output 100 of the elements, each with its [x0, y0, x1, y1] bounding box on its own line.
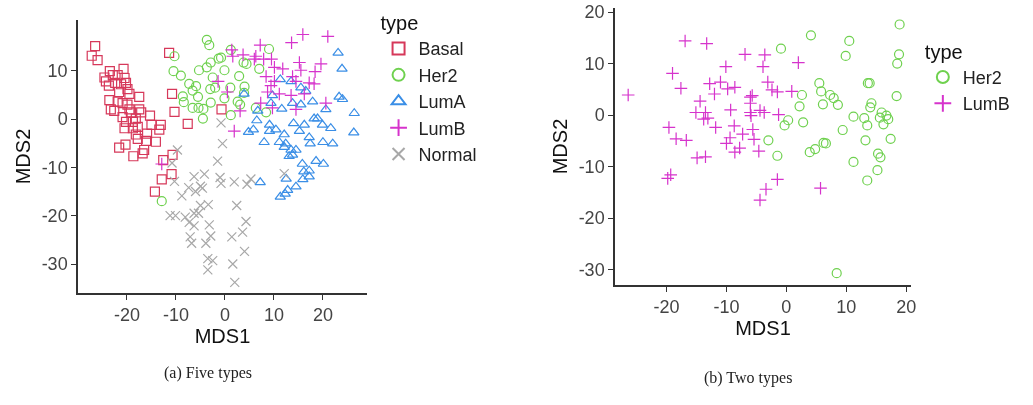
- point: [872, 165, 883, 176]
- point: [303, 132, 315, 141]
- point: [207, 255, 218, 266]
- y-tick-label: 10: [47, 61, 68, 82]
- point: [212, 155, 223, 167]
- point: [240, 216, 252, 227]
- point: [894, 19, 905, 30]
- point: [298, 166, 310, 175]
- point: [229, 277, 240, 288]
- point: [817, 99, 829, 110]
- point: [219, 65, 230, 76]
- point: [763, 135, 774, 146]
- point: [883, 114, 894, 125]
- y-tick-label: 20: [584, 2, 605, 23]
- point: [104, 66, 115, 77]
- point: [738, 47, 752, 62]
- point: [234, 70, 245, 82]
- x-tick-label: -10: [713, 297, 740, 318]
- point: [297, 174, 309, 183]
- point: [154, 157, 169, 171]
- point: [813, 181, 828, 196]
- point: [307, 76, 321, 91]
- point: [86, 50, 97, 61]
- point: [192, 91, 204, 102]
- point: [844, 35, 855, 47]
- legend-label: Basal: [418, 39, 464, 60]
- point: [211, 74, 225, 89]
- legend-label: LumA: [418, 92, 466, 113]
- point: [186, 238, 197, 249]
- point: [202, 264, 213, 275]
- point: [205, 97, 216, 108]
- x-tick-label: 20: [896, 297, 917, 318]
- point: [120, 77, 132, 88]
- point: [892, 58, 903, 69]
- point: [302, 75, 317, 90]
- point: [210, 82, 221, 93]
- point: [804, 147, 815, 158]
- point: [254, 63, 265, 74]
- point: [862, 120, 873, 131]
- point: [225, 49, 240, 64]
- point: [100, 76, 112, 87]
- point: [202, 253, 213, 264]
- point: [285, 69, 300, 84]
- x-tick-label: 0: [219, 305, 230, 326]
- point: [621, 88, 636, 102]
- point: [665, 66, 680, 81]
- point: [289, 74, 303, 89]
- point: [130, 129, 141, 140]
- point: [198, 103, 209, 115]
- point: [308, 64, 322, 79]
- point: [805, 30, 817, 41]
- point: [690, 150, 704, 165]
- point: [236, 47, 250, 62]
- y-tick-label: 10: [584, 53, 605, 74]
- point: [116, 79, 127, 90]
- point: [770, 85, 785, 99]
- y-tick-label: 0: [57, 109, 68, 130]
- point: [239, 246, 250, 257]
- point: [182, 118, 193, 129]
- point: [260, 107, 272, 118]
- point: [169, 106, 180, 117]
- y-tick-label: -20: [41, 205, 68, 226]
- point: [723, 130, 737, 145]
- point: [320, 29, 335, 44]
- point: [772, 150, 783, 161]
- point: [753, 103, 767, 118]
- point: [279, 188, 291, 197]
- point: [119, 123, 130, 134]
- point: [207, 72, 218, 83]
- x-tick-label: -20: [113, 305, 140, 326]
- point: [110, 77, 121, 88]
- point: [225, 82, 236, 93]
- point: [798, 117, 809, 128]
- point: [317, 137, 329, 146]
- point: [831, 268, 842, 279]
- point: [155, 119, 166, 130]
- point: [816, 86, 827, 97]
- point: [875, 152, 886, 163]
- point: [775, 43, 787, 54]
- point: [237, 227, 248, 238]
- point: [156, 174, 167, 185]
- point: [679, 133, 694, 148]
- y-tick-label: -30: [578, 259, 605, 280]
- point: [225, 110, 236, 121]
- point: [253, 96, 268, 111]
- point: [332, 47, 344, 56]
- y-tick-label: -20: [578, 208, 605, 229]
- point: [178, 97, 189, 108]
- point: [197, 113, 209, 124]
- point: [718, 59, 733, 74]
- point: [260, 85, 275, 99]
- point: [678, 34, 693, 48]
- point: [132, 133, 143, 144]
- point: [832, 99, 843, 110]
- point: [848, 111, 859, 122]
- point: [874, 112, 885, 123]
- point: [185, 231, 196, 243]
- legend-label: Her2: [418, 65, 458, 86]
- legend-title: type: [380, 12, 419, 35]
- point: [295, 99, 307, 108]
